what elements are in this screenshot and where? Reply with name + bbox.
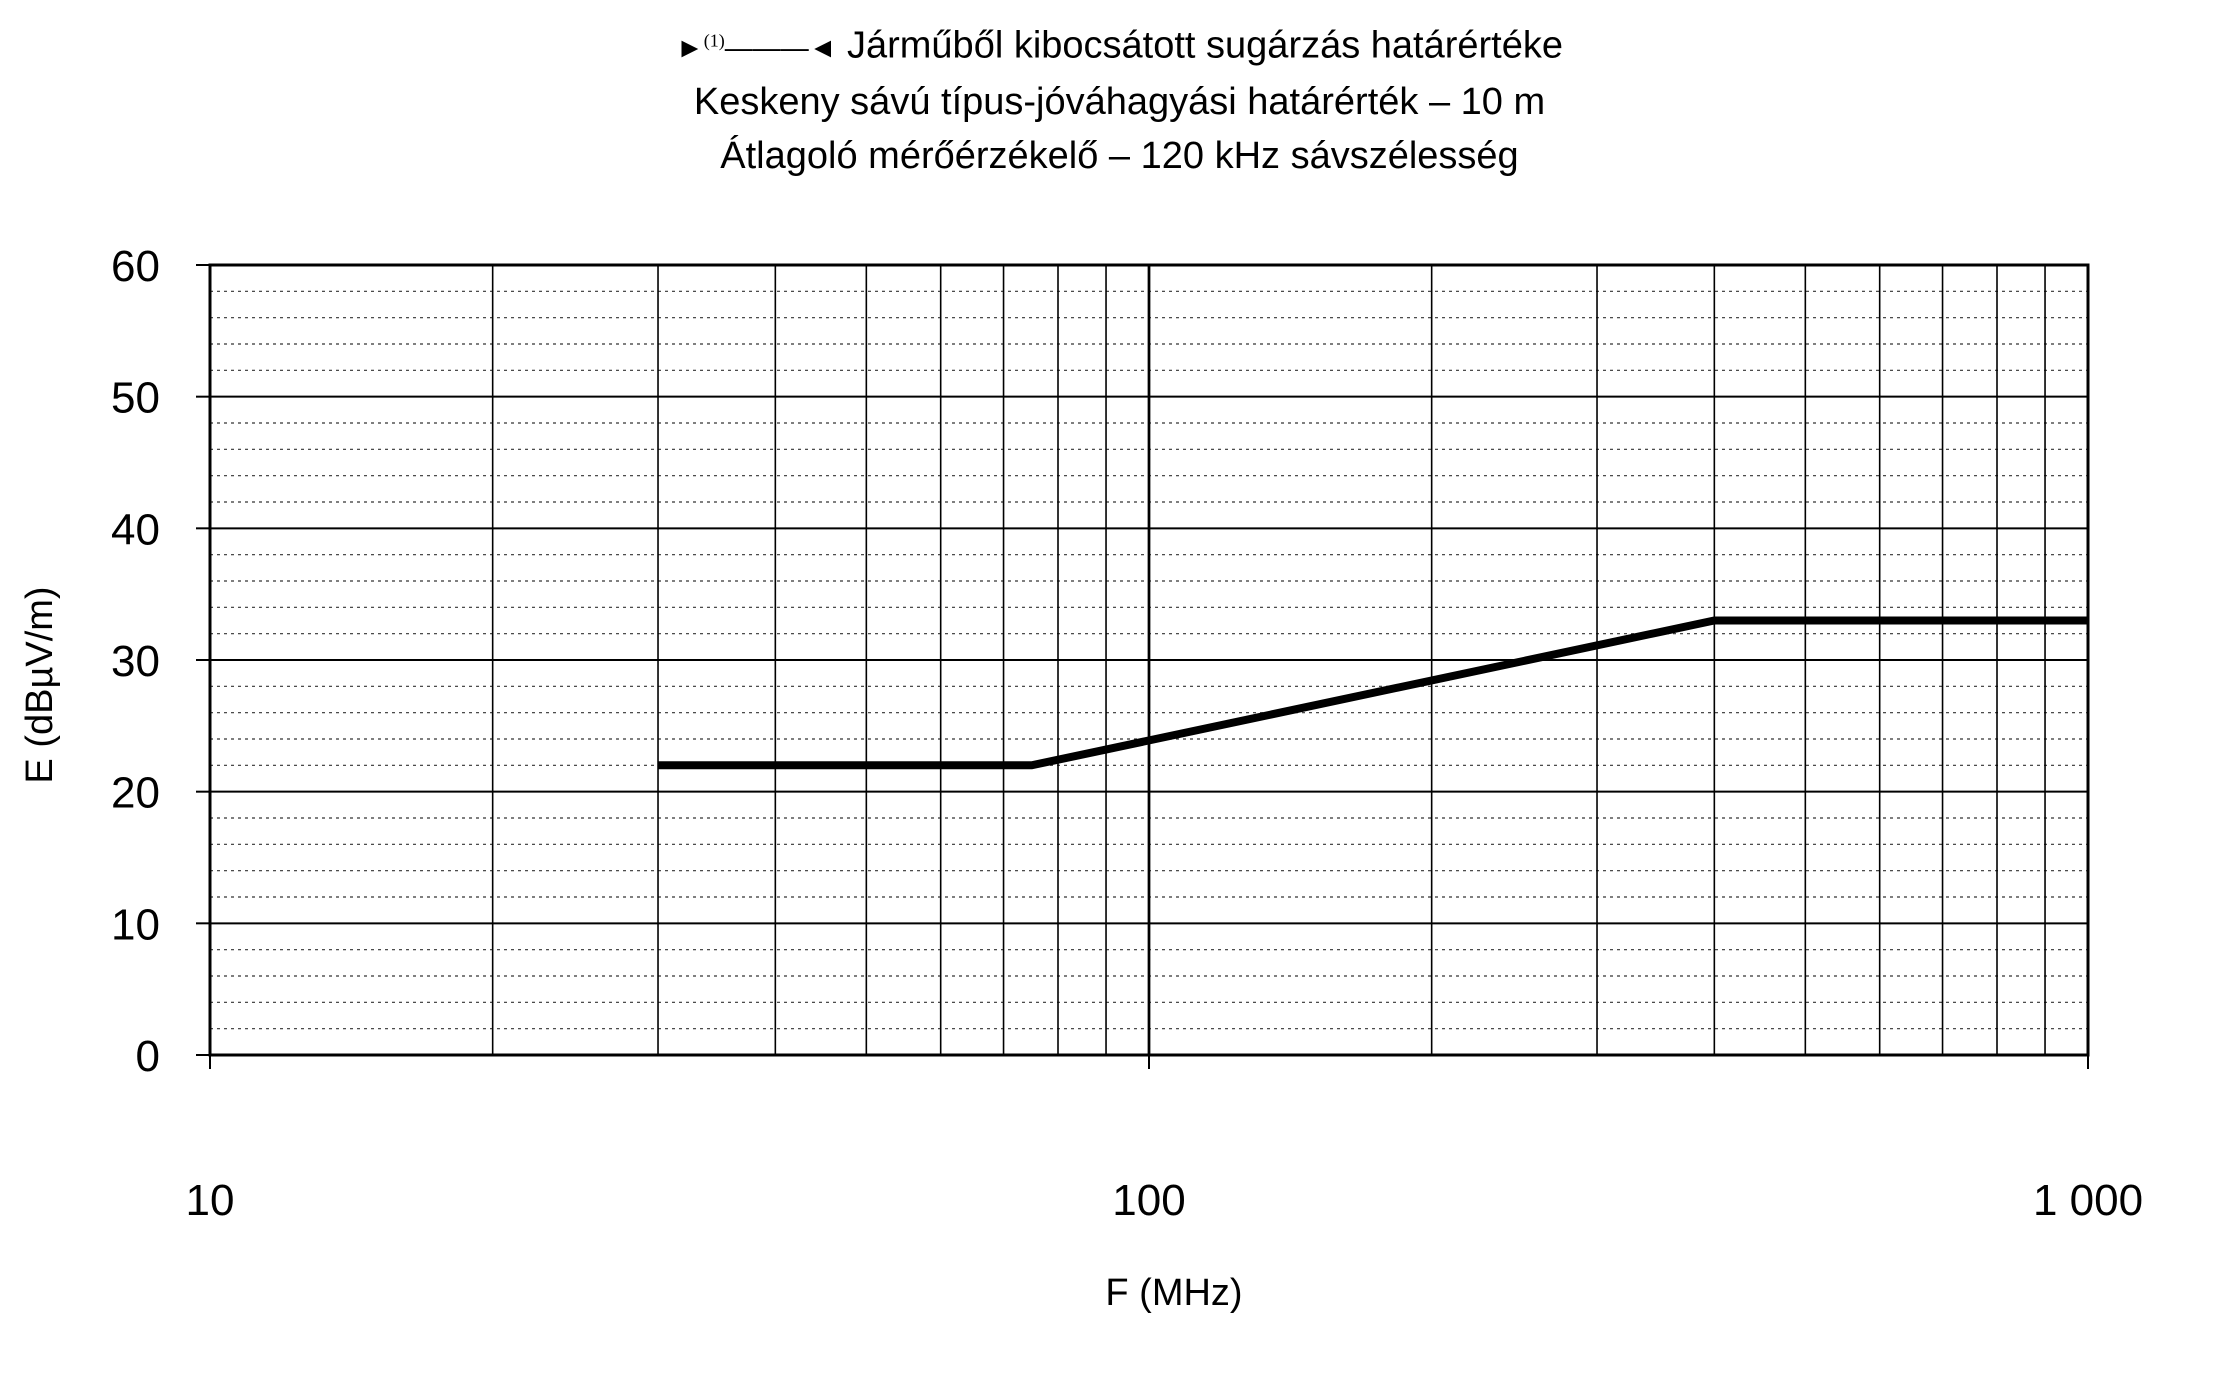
y-tick-label: 60: [111, 242, 160, 291]
limit-line-point: [2087, 620, 2089, 621]
title-line-1-text: Járműből kibocsátott sugárzás határérték…: [846, 24, 1564, 67]
y-axis-title: E (dBµV/m): [19, 586, 61, 783]
title-line-1: ►(1)———◄ Járműből kibocsátott sugárzás h…: [0, 14, 2239, 75]
limit-line-series: [658, 616, 2088, 770]
title-line-2: Keskeny sávú típus-jóváhagyási határérté…: [693, 81, 1546, 124]
limit-line-point: [657, 764, 659, 766]
chart-title: ►(1)———◄ Járműből kibocsátott sugárzás h…: [0, 14, 2239, 183]
amendment-marker: ►(1)———◄: [675, 31, 837, 64]
title-line-3: Átlagoló mérőérzékelő – 120 kHz sávszéle…: [720, 135, 1519, 178]
x-tick-labels: 10 100 1 000: [186, 1176, 2144, 1225]
limit-line-point: [1031, 764, 1033, 766]
x-tick-label: 1 000: [2033, 1176, 2143, 1225]
y-tick-label: 10: [111, 900, 160, 949]
major-grid: [208, 264, 2090, 1056]
x-tick-label: 10: [186, 1176, 235, 1225]
y-tick-label: 30: [111, 637, 160, 686]
limit-line-point: [1713, 620, 1715, 621]
limit-line-vertices: [657, 620, 2089, 766]
x-tick-label: 100: [1112, 1176, 1185, 1225]
axis-ticks: [196, 264, 2089, 1069]
y-tick-label: 20: [111, 769, 160, 818]
y-tick-labels: 0 10 20 30 40 50 60: [111, 242, 160, 1081]
y-tick-label: 50: [111, 374, 160, 423]
y-tick-label: 0: [136, 1032, 160, 1081]
x-axis-title: F (MHz): [1105, 1272, 1242, 1314]
y-tick-label: 40: [111, 505, 160, 554]
